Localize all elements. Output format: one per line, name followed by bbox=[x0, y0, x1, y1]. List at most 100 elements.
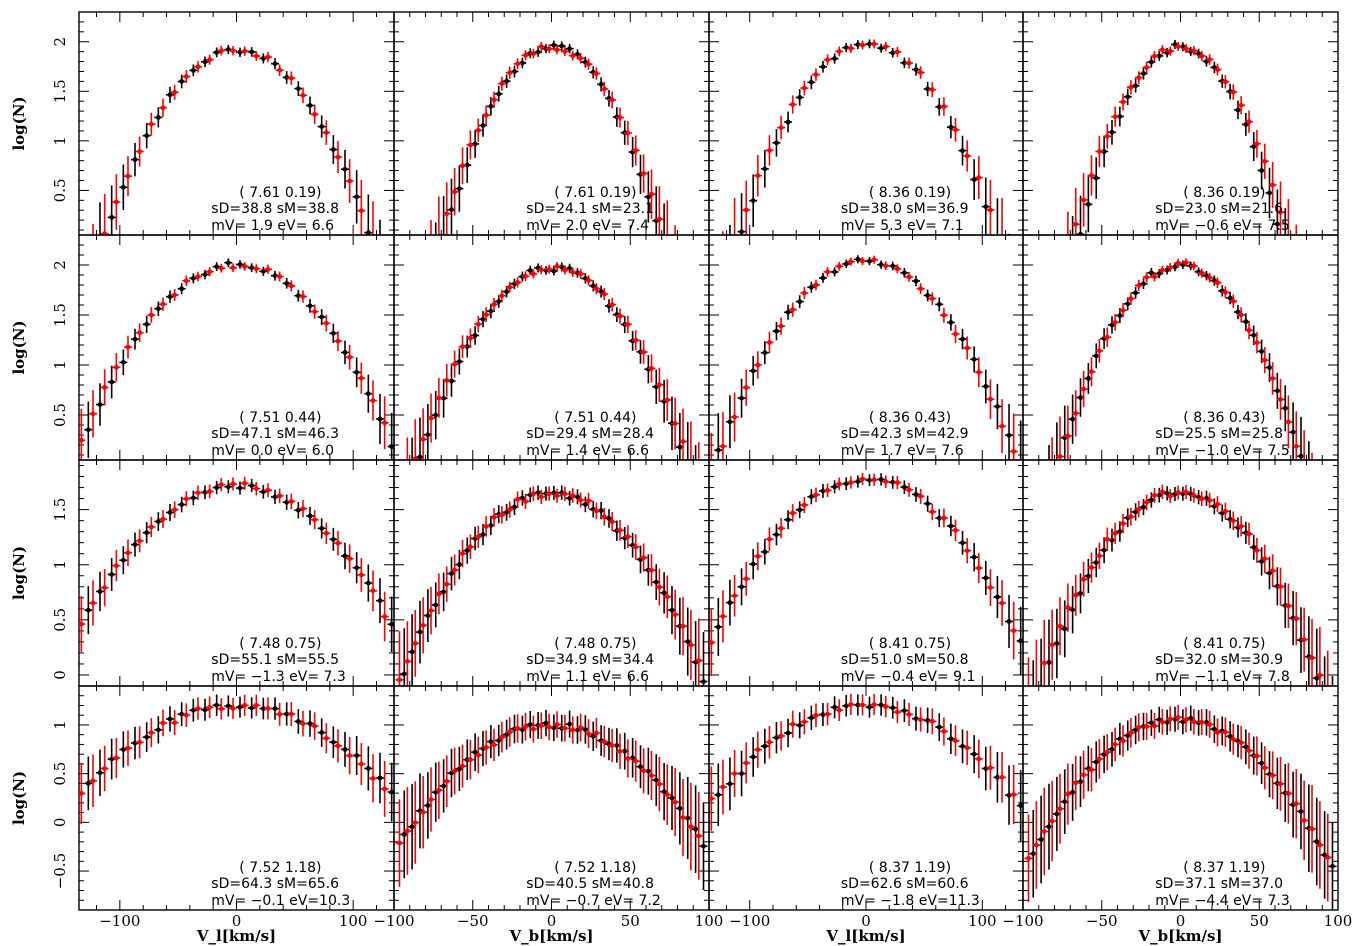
data-point bbox=[182, 275, 191, 287]
data-point bbox=[694, 792, 703, 880]
model-point bbox=[749, 356, 758, 386]
data-point bbox=[1142, 712, 1151, 740]
model-point bbox=[760, 539, 769, 565]
data-point bbox=[939, 508, 948, 528]
model-point bbox=[376, 578, 384, 624]
data-point bbox=[777, 116, 786, 140]
data-point bbox=[194, 697, 202, 720]
data-point bbox=[881, 261, 890, 270]
data-point bbox=[1056, 773, 1065, 844]
x-axis-label: V_b[km/s] bbox=[1137, 927, 1222, 945]
data-point bbox=[112, 737, 121, 778]
data-point bbox=[765, 331, 774, 354]
data-point bbox=[124, 730, 132, 766]
data-point bbox=[380, 591, 389, 642]
data-point bbox=[1221, 286, 1230, 299]
data-point bbox=[1182, 44, 1191, 54]
model-point bbox=[329, 726, 338, 758]
panel-r0-c2: ( 8.36 0.19)sD=38.0 sM=36.9mV= 5.3 eV= 7… bbox=[708, 11, 1024, 236]
model-point bbox=[259, 484, 268, 499]
model-point bbox=[1005, 404, 1014, 460]
data-point bbox=[1111, 106, 1120, 127]
data-point bbox=[1063, 583, 1072, 632]
data-point bbox=[1150, 712, 1159, 739]
data-point bbox=[1048, 609, 1057, 680]
y-axis-label: log(N) bbox=[10, 771, 28, 825]
data-point bbox=[240, 46, 249, 56]
model-point bbox=[1107, 119, 1116, 145]
data-point bbox=[655, 756, 664, 812]
data-point bbox=[647, 354, 656, 383]
model-point bbox=[1210, 715, 1219, 743]
data-point bbox=[576, 713, 585, 742]
annotation-mean: mV= 1.9 eV= 6.6 bbox=[211, 218, 334, 234]
data-point bbox=[881, 475, 890, 488]
data-point bbox=[666, 200, 669, 235]
data-point bbox=[275, 64, 284, 77]
model-point bbox=[912, 63, 921, 76]
data-point bbox=[442, 566, 451, 602]
model-point bbox=[84, 756, 93, 811]
model-point bbox=[177, 496, 186, 513]
data-point bbox=[1284, 763, 1293, 824]
data-point bbox=[679, 596, 688, 656]
data-point bbox=[322, 120, 331, 145]
data-point bbox=[497, 289, 506, 302]
model-point bbox=[236, 47, 244, 57]
data-point bbox=[788, 710, 797, 738]
data-point bbox=[1245, 522, 1254, 546]
model-point bbox=[376, 393, 384, 445]
model-point bbox=[271, 697, 279, 720]
data-point bbox=[1158, 265, 1167, 275]
data-points bbox=[92, 44, 381, 235]
data-point bbox=[135, 323, 144, 343]
y-axis-label: log(N) bbox=[10, 320, 28, 374]
model-point bbox=[107, 558, 116, 591]
data-point bbox=[939, 97, 948, 116]
data-point bbox=[1308, 785, 1317, 873]
data-point bbox=[505, 501, 514, 518]
annotation-coords: ( 7.61 0.19) bbox=[239, 185, 321, 201]
panel-r2-c0: ( 7.48 0.75)sD=55.1 sM=55.5mV= −1.3 eV= … bbox=[78, 459, 395, 687]
data-point bbox=[334, 140, 342, 174]
data-point bbox=[229, 263, 237, 273]
data-point bbox=[490, 297, 499, 311]
data-point bbox=[474, 525, 483, 548]
data-point bbox=[89, 390, 97, 438]
x-axis-label: V_l[km/s] bbox=[196, 927, 276, 945]
data-point bbox=[1197, 709, 1206, 736]
data-point bbox=[1103, 123, 1112, 149]
data-point bbox=[623, 525, 632, 549]
annotation-mean: mV= 0.0 eV= 6.0 bbox=[211, 443, 334, 459]
data-point bbox=[357, 558, 366, 592]
x-axis-label: V_b[km/s] bbox=[508, 927, 593, 945]
model-point bbox=[455, 165, 464, 212]
data-point bbox=[631, 534, 640, 560]
data-point bbox=[777, 518, 786, 539]
data-point bbox=[753, 542, 762, 571]
data-point bbox=[1134, 713, 1143, 742]
data-point bbox=[1095, 135, 1104, 168]
data-point bbox=[1300, 780, 1309, 861]
model-point bbox=[970, 346, 979, 373]
data-point bbox=[1134, 71, 1143, 84]
model-point bbox=[993, 575, 1002, 619]
data-point bbox=[753, 731, 762, 768]
model-point bbox=[737, 193, 746, 235]
data-point bbox=[466, 130, 475, 160]
model-point bbox=[486, 304, 495, 319]
model-point bbox=[317, 309, 326, 326]
data-point bbox=[194, 61, 202, 73]
data-point bbox=[1182, 485, 1191, 500]
model-point bbox=[818, 61, 827, 73]
data-point bbox=[497, 506, 506, 524]
data-point bbox=[466, 328, 475, 348]
annotation-coords: ( 7.48 0.75) bbox=[554, 636, 636, 652]
data-point bbox=[194, 485, 202, 500]
annotation-coords: ( 8.36 0.43) bbox=[1183, 410, 1265, 426]
model-point bbox=[557, 41, 566, 51]
data-point bbox=[858, 472, 867, 486]
data-point bbox=[686, 782, 695, 871]
data-point bbox=[1048, 780, 1057, 862]
data-point bbox=[1213, 496, 1222, 513]
